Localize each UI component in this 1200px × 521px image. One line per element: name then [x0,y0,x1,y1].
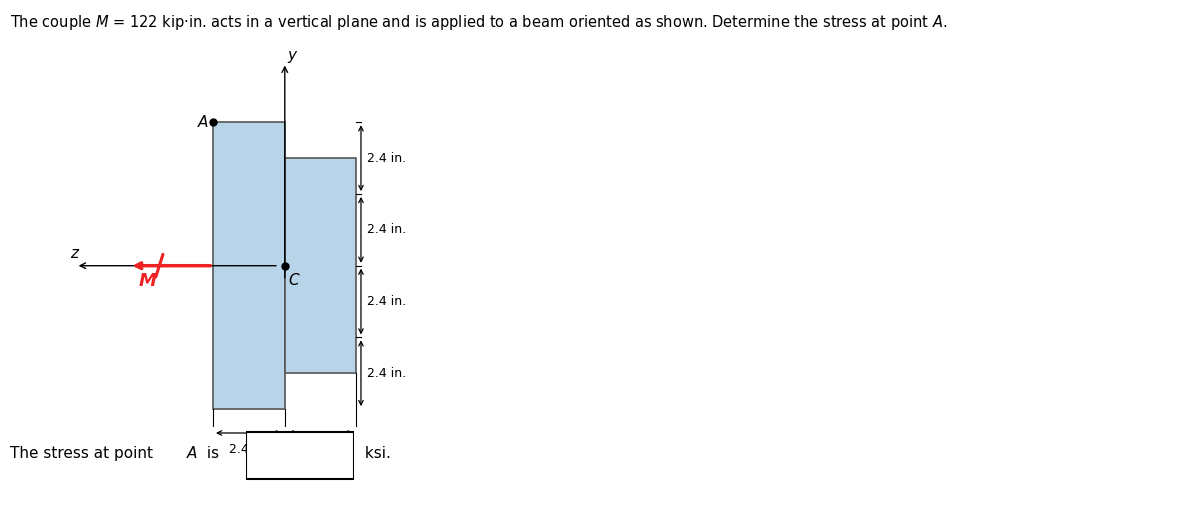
Text: 2.4 in.: 2.4 in. [229,443,269,456]
Text: 2.4 in.: 2.4 in. [301,443,341,456]
Text: A: A [198,115,209,130]
FancyBboxPatch shape [246,432,354,479]
Text: 2.4 in.: 2.4 in. [367,152,406,165]
Text: 2.4 in.: 2.4 in. [367,224,406,237]
Text: 2.4 in.: 2.4 in. [367,367,406,380]
Bar [284,158,356,373]
Text: is: is [202,446,218,461]
Text: 2.4 in.: 2.4 in. [367,295,406,308]
Text: $A$: $A$ [186,445,198,461]
Text: C: C [288,273,299,288]
Text: M: M [138,271,156,290]
Text: ksi.: ksi. [360,446,391,461]
Bar [214,122,284,409]
Text: The stress at point: The stress at point [10,446,157,461]
Text: The couple $M$ = 122 kip·in. acts in a vertical plane and is applied to a beam o: The couple $M$ = 122 kip·in. acts in a v… [10,13,947,32]
Text: z: z [70,246,78,261]
Text: y: y [287,47,296,63]
